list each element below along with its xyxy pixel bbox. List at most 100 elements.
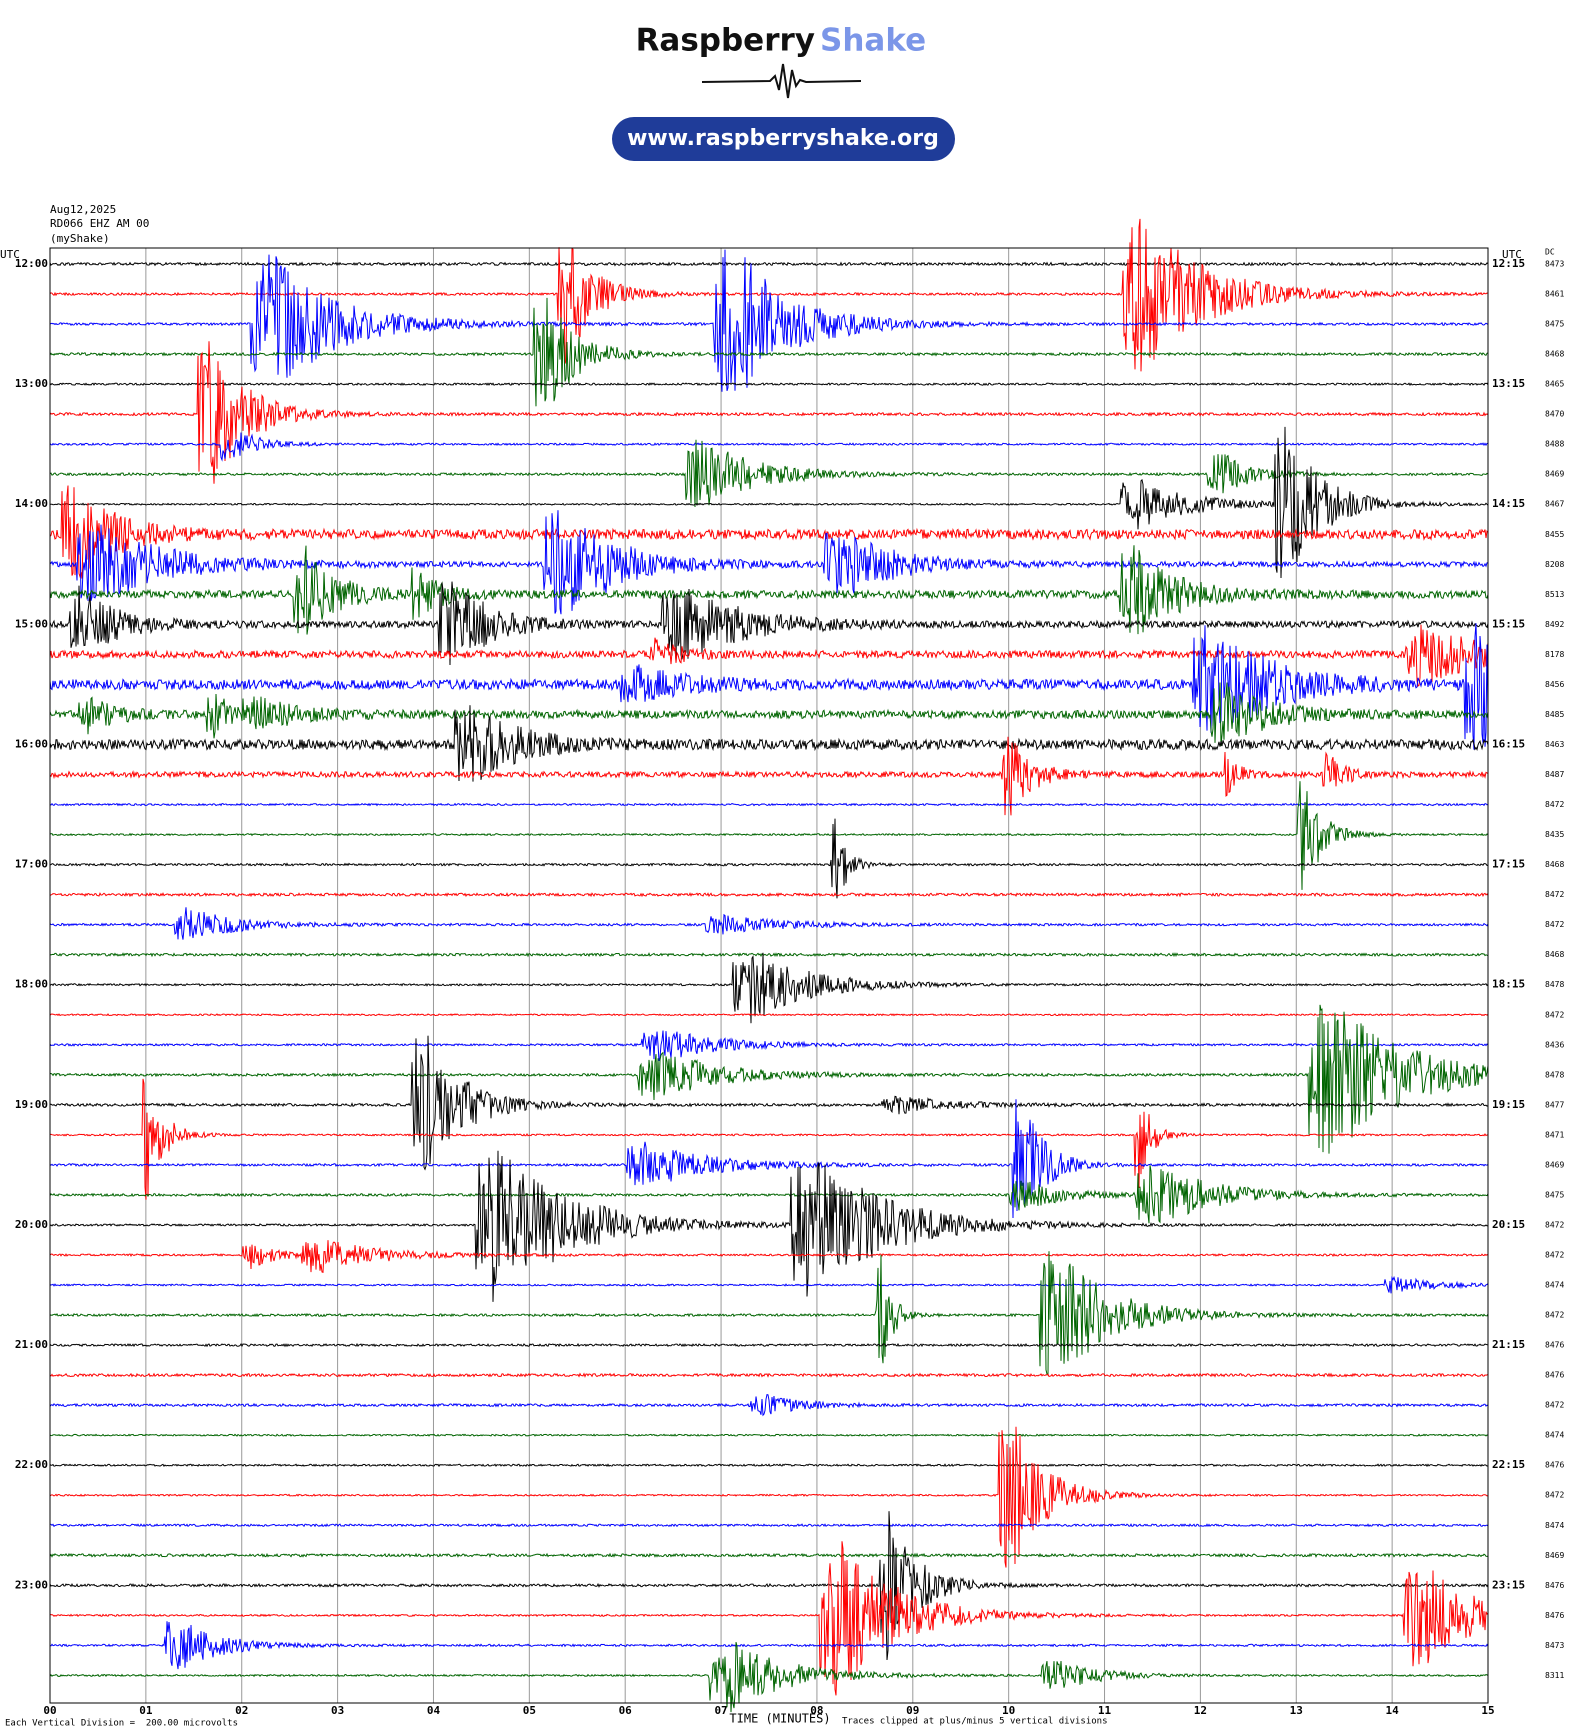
trace [49,952,1489,1024]
dc-value: 8463 [1545,740,1564,749]
dc-value: 8469 [1545,470,1564,479]
dc-value: 8473 [1545,1641,1564,1650]
trace [49,1552,1489,1558]
traces [49,218,1489,1713]
dc-value: 8477 [1545,1100,1564,1109]
dc-value: 8478 [1545,980,1564,989]
plot-frame [49,247,1489,1704]
x-tick-label: 09 [906,1704,919,1717]
dc-value: 8435 [1545,830,1564,839]
time-label: 15:00 [15,617,48,630]
dc-value: 8472 [1545,800,1564,809]
date: Aug12,2025 [50,203,116,216]
dc-value: 8456 [1545,680,1564,689]
trace [49,624,1489,687]
trace [49,802,1489,807]
x-tick-label: 00 [43,1704,56,1717]
x-axis-label: TIME (MINUTES) [729,1712,830,1726]
dc-value: 8474 [1545,1431,1564,1440]
dc-value: 8472 [1545,1250,1564,1259]
trace [49,1165,1489,1224]
trace [49,623,1489,750]
dc-value: 8485 [1545,710,1564,719]
footer-note: Each Vertical Division = 200.00 microvol… [5,1719,238,1729]
trace [49,952,1489,958]
dc-value: 8475 [1545,1190,1564,1199]
x-tick-label: 02 [235,1704,248,1717]
trace [49,261,1489,267]
dc-value: 8455 [1545,530,1564,539]
dc-value: 8474 [1545,1281,1564,1290]
trace [49,341,1489,484]
dc-value: 8470 [1545,410,1564,419]
trace [49,1251,1489,1376]
trace [49,1621,1489,1670]
time-label: 23:15 [1492,1578,1525,1591]
axis-title: UTC [1502,248,1522,261]
trace [49,249,1489,392]
time-label: 17:00 [15,858,48,871]
trace [49,439,1489,508]
url-pill[interactable] [612,117,955,161]
dc-value: 8468 [1545,950,1564,959]
trace [49,1004,1489,1154]
logo-squiggle [701,63,862,99]
trace [49,1463,1489,1468]
trace [49,382,1489,387]
dc-value: 8467 [1545,500,1564,509]
trace [49,485,1489,579]
time-label: 22:00 [15,1458,48,1471]
trace [49,1426,1489,1568]
axis-title: UTC [0,248,20,261]
dc-value: 8436 [1545,1040,1564,1049]
source: (myShake) [50,232,110,245]
trace [49,818,1489,899]
trace [49,1523,1489,1528]
dc-title: DC [1545,248,1555,257]
trace [49,1099,1489,1219]
trace [49,1342,1489,1348]
dc-value: 8476 [1545,1341,1564,1350]
dc-value: 8475 [1545,320,1564,329]
time-label: 13:00 [15,377,48,390]
trace [49,1394,1489,1417]
time-label: 22:15 [1492,1458,1525,1471]
logo-word: Raspberry [636,23,815,59]
dc-value: 8472 [1545,1401,1564,1410]
x-tick-label: 11 [1098,1704,1112,1717]
x-tick-label: 14 [1386,1704,1400,1717]
url[interactable]: www.raspberryshake.org [627,126,939,151]
dc-value: 8469 [1545,1551,1564,1560]
time-label: 21:00 [15,1338,48,1351]
dc-value: 8208 [1545,560,1564,569]
trace [49,1372,1489,1378]
dc-value: 8472 [1545,920,1564,929]
time-label: 21:15 [1492,1338,1525,1351]
dc-value: 8471 [1545,1130,1564,1139]
trace [49,1541,1489,1696]
dc-value: 8472 [1545,1010,1564,1019]
dc-value: 8488 [1545,440,1564,449]
time-label: 20:00 [15,1218,48,1231]
trace [49,781,1489,890]
trace [49,892,1489,898]
trace [49,1433,1489,1437]
dc-value: 8472 [1545,1220,1564,1229]
dc-value: 8469 [1545,1160,1564,1169]
x-tick-label: 10 [1002,1704,1015,1717]
x-tick-label: 06 [619,1704,633,1717]
dc-value: 8476 [1545,1581,1564,1590]
dc-value: 8476 [1545,1611,1564,1620]
trace [49,297,1489,407]
x-tick-label: 13 [1290,1704,1303,1717]
dc-value: 8468 [1545,350,1564,359]
dc-value: 8178 [1545,650,1564,659]
trace [49,1511,1489,1661]
trace [49,682,1489,746]
x-tick-label: 05 [523,1704,536,1717]
dc-value: 8476 [1545,1371,1564,1380]
trace [49,1013,1489,1017]
dc-value: 8472 [1545,1491,1564,1500]
